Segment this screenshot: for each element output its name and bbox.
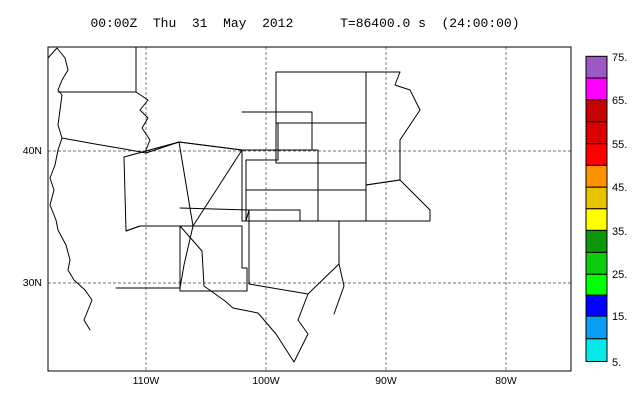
svg-text:100W: 100W (252, 375, 280, 387)
svg-text:75.: 75. (612, 52, 627, 64)
svg-text:55.: 55. (612, 139, 627, 151)
svg-text:80W: 80W (495, 375, 517, 387)
svg-text:15.: 15. (612, 311, 627, 323)
svg-text:45.: 45. (612, 182, 627, 194)
svg-text:25.: 25. (612, 269, 627, 281)
svg-text:90W: 90W (375, 375, 397, 387)
svg-text:35.: 35. (612, 226, 627, 238)
svg-text:40N: 40N (23, 145, 42, 157)
svg-text:30N: 30N (23, 277, 42, 289)
svg-text:65.: 65. (612, 95, 627, 107)
svg-text:5.: 5. (612, 357, 621, 369)
svg-text:110W: 110W (133, 375, 160, 387)
